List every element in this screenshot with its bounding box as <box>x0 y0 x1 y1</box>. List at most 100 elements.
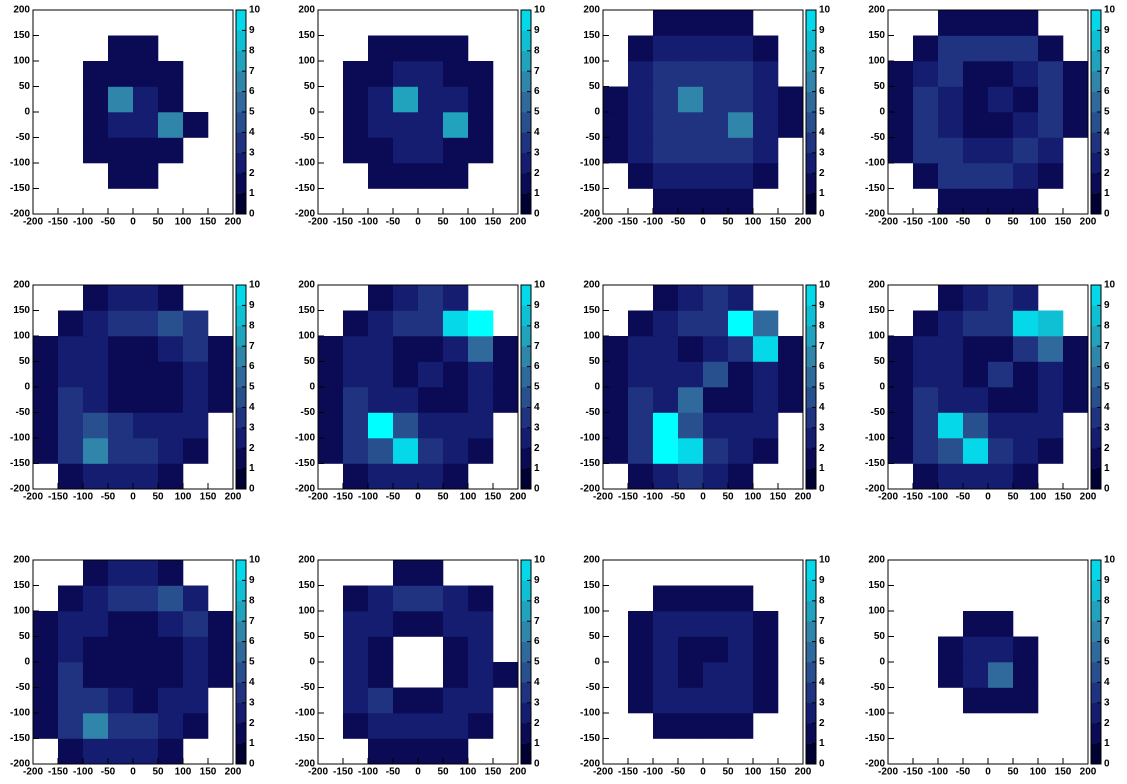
y-tick-label: 200 <box>13 555 30 566</box>
heatmap-cell <box>468 438 494 464</box>
colorbar-segment <box>1091 325 1101 347</box>
colorbar-segment <box>236 346 246 367</box>
heatmap-cell <box>938 86 964 113</box>
heatmap-cell <box>678 412 704 439</box>
colorbar-segment <box>521 193 531 215</box>
y-tick-label: -50 <box>871 132 886 143</box>
heatmap-cell <box>158 112 184 138</box>
colorbar-label: 9 <box>249 575 255 586</box>
heatmap-cell <box>33 336 59 362</box>
colorbar-frame <box>805 284 817 490</box>
colorbar-label: 0 <box>249 484 255 495</box>
heatmap-cell <box>653 662 679 688</box>
heatmap-cell <box>343 585 369 612</box>
heatmap-cell <box>468 361 494 388</box>
colorbar-segment <box>521 723 531 744</box>
heatmap-cell <box>108 336 134 362</box>
x-tick-label: 50 <box>722 767 734 778</box>
colorbar-label: 8 <box>819 45 825 56</box>
heatmap-cell <box>158 387 184 413</box>
colorbar-label: 10 <box>819 555 831 566</box>
x-tick-label: 0 <box>985 492 991 503</box>
x-tick-label: -50 <box>671 492 686 503</box>
y-tick-label: -50 <box>586 407 601 418</box>
y-tick-label: -100 <box>865 158 885 169</box>
heatmap-cell <box>158 585 184 612</box>
heatmap-cell <box>653 336 679 362</box>
heatmap-cell <box>393 336 419 362</box>
colorbar-label: 6 <box>1104 361 1110 372</box>
heatmap-cell <box>418 738 444 765</box>
y-tick-label: 100 <box>583 56 600 67</box>
x-tick-label: 50 <box>152 767 164 778</box>
colorbar-label: 3 <box>1104 422 1110 433</box>
heatmap-cell <box>108 35 134 62</box>
heatmap-cell <box>443 285 469 311</box>
heatmap-cell <box>108 687 134 714</box>
heatmap-cell <box>368 137 394 164</box>
heatmap-cell <box>938 137 964 164</box>
x-tick-label: 0 <box>130 217 136 228</box>
colorbar-segment <box>1091 10 1101 31</box>
y-tick-label: 200 <box>583 280 600 291</box>
heatmap-cell <box>343 636 369 663</box>
colorbar-label: 9 <box>819 25 825 36</box>
colorbar-segment <box>806 71 816 92</box>
heatmap-cell <box>393 713 419 739</box>
colorbar-segment <box>521 427 531 449</box>
heatmap-cell <box>653 387 679 413</box>
colorbar-label: 6 <box>819 636 825 647</box>
x-tick-label: 150 <box>200 767 217 778</box>
heatmap-cell <box>888 61 914 87</box>
y-tick-label: 50 <box>874 631 886 642</box>
x-tick-label: -150 <box>48 767 68 778</box>
heatmap-cell <box>393 361 419 388</box>
x-tick-label: 200 <box>510 767 527 778</box>
heatmap-cell <box>418 585 444 612</box>
colorbar-segment <box>806 366 816 388</box>
y-tick-label: 50 <box>19 631 31 642</box>
y-tick-label: 150 <box>868 30 885 41</box>
colorbar-segment <box>521 641 531 663</box>
colorbar-label: 7 <box>1104 66 1110 77</box>
heatmap-cell <box>678 310 704 337</box>
heatmap-cell <box>83 336 109 362</box>
heatmap-cell <box>133 336 159 362</box>
colorbar-label: 2 <box>819 443 825 454</box>
heatmap-cell <box>183 438 209 464</box>
x-tick-label: -150 <box>903 492 923 503</box>
y-tick-label: -150 <box>295 183 315 194</box>
y-tick-label: 150 <box>298 30 315 41</box>
heatmap-cell <box>468 662 494 688</box>
x-tick-label: -100 <box>73 217 93 228</box>
x-tick-label: -50 <box>386 492 401 503</box>
colorbar-label: 7 <box>249 341 255 352</box>
heatmap-cell <box>108 285 134 311</box>
y-tick-label: 50 <box>304 356 316 367</box>
colorbar-label: 4 <box>819 127 825 138</box>
heatmap-cell <box>158 738 184 765</box>
colorbar-segment <box>521 346 531 367</box>
heatmap-cell <box>318 387 344 413</box>
heatmap-cell <box>393 560 419 586</box>
heatmap-cell <box>418 86 444 113</box>
heatmap-cell <box>628 387 654 413</box>
heatmap-cell <box>703 112 729 138</box>
heatmap-cell <box>443 387 469 413</box>
x-tick-label: 150 <box>1055 767 1072 778</box>
heatmap-cell <box>158 137 184 164</box>
colorbar-label: 3 <box>819 697 825 708</box>
heatmap-cell <box>703 163 729 189</box>
colorbar-frame <box>805 9 817 215</box>
heatmap-cell <box>468 687 494 714</box>
heatmap-cell <box>753 61 779 87</box>
colorbar-label: 6 <box>534 636 540 647</box>
heatmap-cell <box>368 662 394 688</box>
heatmap-cell <box>343 662 369 688</box>
heatmap-cell <box>183 611 209 637</box>
heatmap-cell <box>108 438 134 464</box>
heatmap-cell <box>208 611 234 637</box>
colorbar-segment <box>236 427 246 449</box>
heatmap-cell <box>913 163 939 189</box>
